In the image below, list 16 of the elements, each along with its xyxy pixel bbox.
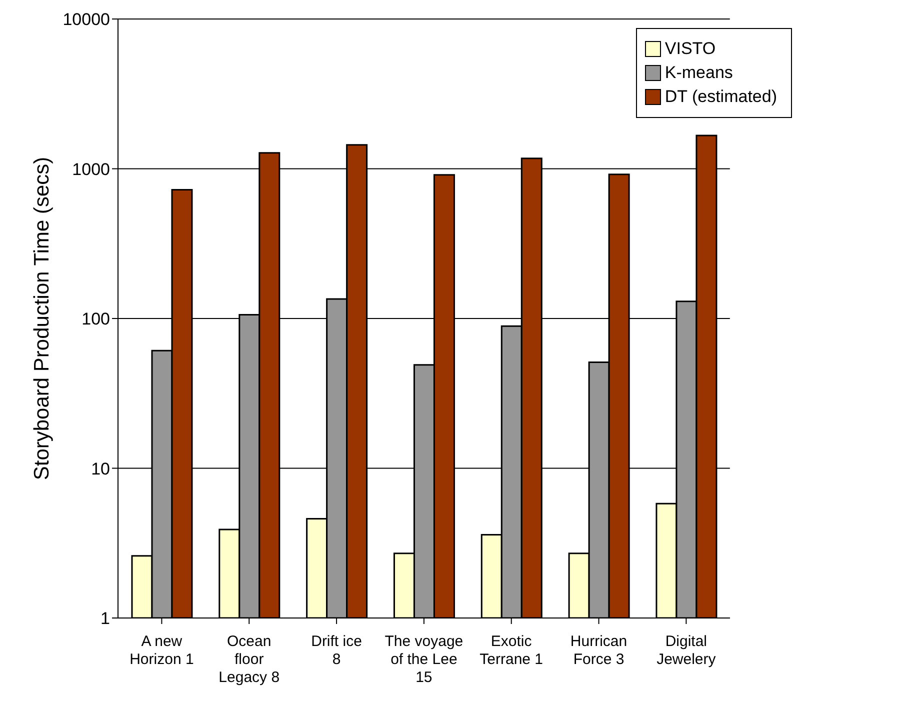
x-tick-label: A new Horizon 1 bbox=[130, 633, 194, 668]
legend-label: VISTO bbox=[664, 39, 716, 59]
y-tick-label: 100 bbox=[82, 310, 110, 329]
y-tick-label: 10 bbox=[91, 459, 110, 478]
y-tick-label: 10000 bbox=[62, 10, 110, 30]
legend-label: K-means bbox=[664, 63, 733, 83]
x-tick-label: Digital Jewelery bbox=[656, 633, 716, 668]
x-tick-label: Ocean floor Legacy 8 bbox=[218, 633, 280, 686]
x-tick-label: The voyage of the Lee 15 bbox=[384, 633, 464, 686]
x-tick-label: Exotic Terrane 1 bbox=[480, 633, 544, 668]
y-tick-label: 1 bbox=[100, 609, 110, 628]
y-axis-title: Storyboard Production Time (secs) bbox=[30, 156, 54, 480]
legend-label: DT (estimated) bbox=[664, 87, 777, 107]
y-tick-label: 1000 bbox=[72, 160, 110, 179]
x-tick-label: Drift ice 8 bbox=[311, 633, 362, 668]
x-tick-label: Hurrican Force 3 bbox=[570, 633, 628, 668]
